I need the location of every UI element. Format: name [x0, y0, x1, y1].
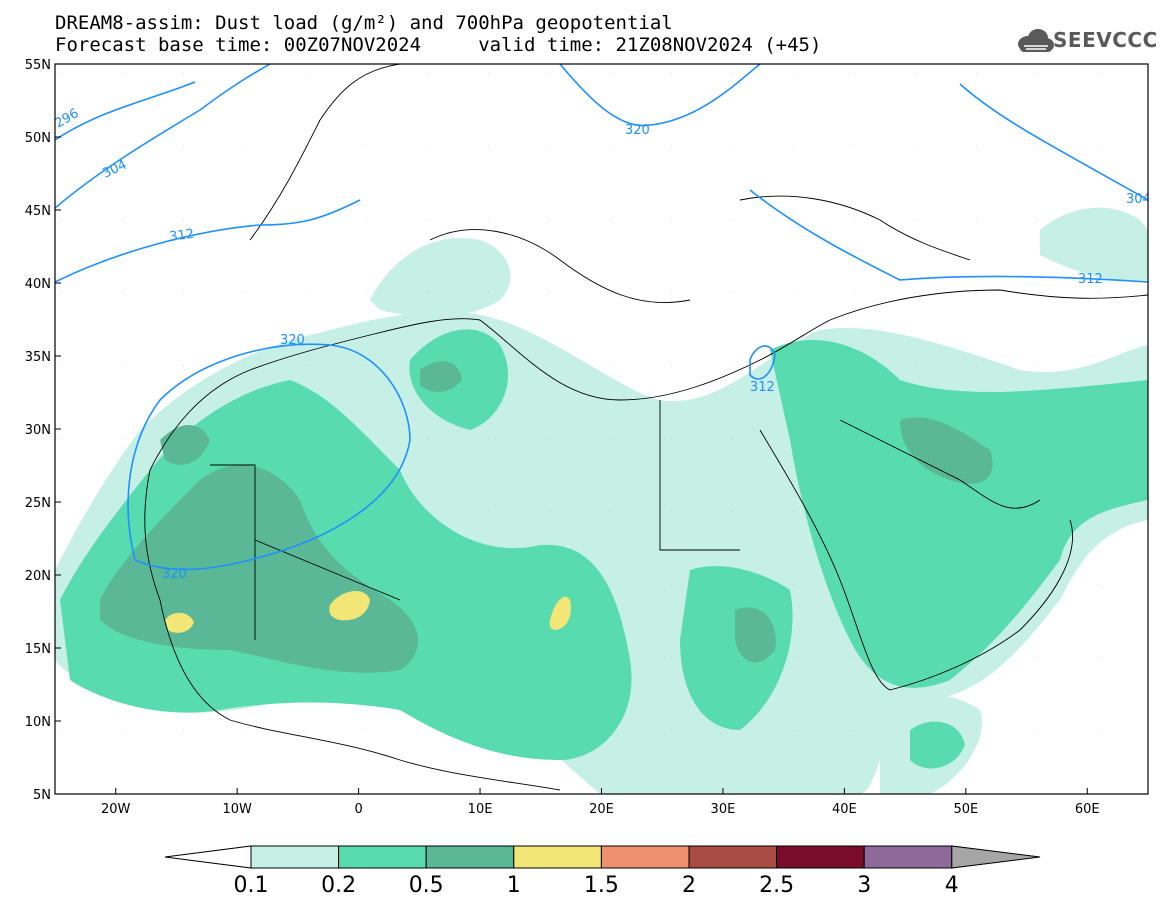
- chart-subtitle: Forecast base time: 00Z07NOV2024 valid t…: [55, 34, 822, 56]
- colorbar-swatch: [688, 845, 778, 869]
- lat-tick-label: 35N: [25, 350, 51, 365]
- colorbar-over-triangle: [951, 845, 1041, 869]
- contour-label: 312: [750, 380, 775, 395]
- lat-tick-label: 10N: [25, 715, 51, 730]
- lon-tick-label: 40E: [832, 802, 857, 817]
- lat-axis: 55N 50N 45N 40N 35N 30N 25N 20N 15N 10N 5N: [25, 58, 61, 803]
- logo: [1018, 29, 1054, 52]
- lat-tick-label: 5N: [33, 788, 51, 803]
- contour-label: 320: [625, 123, 650, 138]
- contour-label: 312: [168, 227, 195, 245]
- cloud-icon: [1018, 29, 1054, 52]
- colorbar-label: 2: [682, 873, 696, 898]
- colorbar-swatch: [776, 845, 865, 869]
- colorbar-swatch: [600, 845, 690, 869]
- colorbar-label: 3: [857, 873, 871, 898]
- contour-label: 312: [1078, 272, 1103, 287]
- lon-tick-label: 20W: [101, 802, 131, 817]
- lat-tick-label: 20N: [25, 569, 51, 584]
- lon-tick-label: 10W: [222, 802, 252, 817]
- colorbar-label: 1.5: [584, 873, 619, 898]
- lon-tick-label: 60E: [1075, 802, 1100, 817]
- lat-tick-label: 50N: [25, 131, 51, 146]
- lat-tick-label: 30N: [25, 423, 51, 438]
- colorbar-label: 0.2: [321, 873, 356, 898]
- lon-tick-label: 0: [354, 802, 362, 817]
- lon-tick-label: 20E: [589, 802, 614, 817]
- lon-tick-label: 30E: [711, 802, 736, 817]
- lat-tick-label: 15N: [25, 642, 51, 657]
- lat-tick-label: 25N: [25, 496, 51, 511]
- logo-text: SEEVCCC: [1053, 28, 1158, 52]
- colorbar-swatch: [425, 845, 515, 869]
- colorbar-swatch: [338, 845, 427, 869]
- colorbar-label: 1: [507, 873, 521, 898]
- coastlines: [144, 64, 1148, 791]
- colorbar-label: 4: [945, 873, 959, 898]
- geopotential-contours: [55, 64, 1148, 571]
- contour-label: 320: [162, 567, 187, 582]
- colorbar: 0.1 0.2 0.5 1 1.5 2 2.5 3 4: [164, 845, 1041, 898]
- lon-tick-label: 10E: [468, 802, 493, 817]
- colorbar-swatch: [863, 845, 953, 869]
- colorbar-swatch: [250, 845, 340, 869]
- lon-axis: 20W 10W 0 10E 20E 30E 40E 50E 60E: [101, 788, 1100, 817]
- colorbar-swatch: [513, 845, 602, 869]
- map-plot-area: 296 304 312 320 320 312 320 312 304: [55, 64, 1151, 794]
- lat-tick-label: 40N: [25, 277, 51, 292]
- lon-tick-label: 50E: [953, 802, 978, 817]
- lat-tick-label: 45N: [25, 204, 51, 219]
- lat-tick-label: 55N: [25, 58, 51, 73]
- chart-title: DREAM8-assim: Dust load (g/m²) and 700hP…: [55, 12, 673, 34]
- colorbar-under-triangle: [164, 845, 252, 869]
- contour-label: 320: [280, 333, 305, 348]
- contour-label: 304: [1126, 192, 1151, 207]
- colorbar-label: 0.1: [234, 873, 269, 898]
- colorbar-label: 0.5: [409, 873, 444, 898]
- colorbar-label: 2.5: [759, 873, 794, 898]
